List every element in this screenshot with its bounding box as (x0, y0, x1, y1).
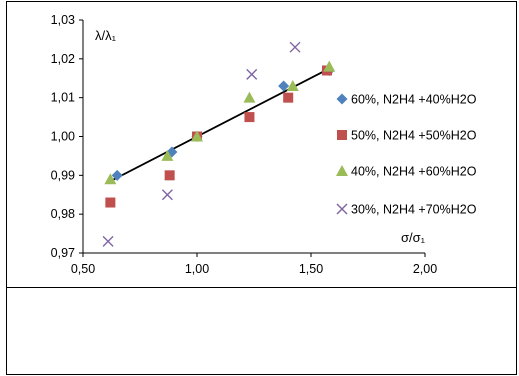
y-tick-label: 0,97 (51, 246, 75, 260)
y-tick-label: 1,00 (51, 130, 75, 144)
data-point-s1 (278, 80, 290, 92)
data-point-s4-stroke (246, 68, 258, 80)
x-tick-label: 1,50 (299, 262, 323, 276)
legend-label: 50%, N2H4 +50%H2O (351, 129, 477, 143)
frame-divider (7, 287, 516, 288)
data-point-s3 (161, 149, 174, 161)
data-point-s2 (105, 197, 116, 208)
y-axis-label: λ/λ₁ (95, 28, 117, 43)
trendline (109, 67, 330, 182)
legend-label: 30%, N2H4 +70%H2O (351, 203, 477, 217)
data-point-s4-stroke (161, 189, 173, 201)
data-point-s3 (286, 80, 299, 92)
legend-label: 60%, N2H4 +40%H2O (351, 93, 477, 107)
y-tick-label: 0,98 (51, 207, 75, 221)
legend: 60%, N2H4 +40%H2O 50%, N2H4 +50%H2O 40%, N… (336, 93, 477, 217)
x-tick-label: 0,50 (71, 262, 95, 276)
legend-marker-s4-stroke (336, 203, 348, 215)
legend-marker-s1 (336, 93, 348, 105)
data-point-s2 (283, 92, 294, 103)
y-tick-label: 0,99 (51, 168, 75, 182)
y-tick-label: 1,02 (51, 52, 75, 66)
x-tick-label: 1,00 (185, 262, 209, 276)
data-points (102, 41, 336, 247)
data-point-s1 (111, 169, 123, 181)
y-tick-label: 1,01 (51, 91, 75, 105)
data-point-s3 (104, 173, 117, 185)
axes (79, 19, 426, 257)
data-point-s4 (102, 235, 114, 247)
data-point-s4-stroke (289, 41, 301, 53)
data-point-s2 (244, 112, 255, 123)
data-point-s4-stroke (102, 235, 114, 247)
data-point-s4 (161, 189, 173, 201)
tick-labels: 0,97 0,98 0,99 1,00 1,01 1,02 1,03 0,50 1,00 1,50… (51, 13, 438, 276)
x-tick-label: 2,00 (413, 262, 437, 276)
trendline-group (109, 67, 330, 182)
legend-marker-s3 (336, 165, 348, 176)
data-point-s4 (289, 41, 301, 53)
x-axis-label: σ/σ₁ (401, 230, 426, 245)
data-point-s2 (164, 170, 175, 181)
legend-label: 40%, N2H4 +60%H2O (351, 165, 477, 179)
legend-marker-s2 (337, 130, 347, 140)
data-point-s3 (243, 91, 256, 103)
y-tick-label: 1,03 (51, 13, 75, 27)
data-point-s3 (191, 130, 203, 142)
chart-frame (6, 1, 517, 375)
legend-marker-s4 (336, 203, 348, 215)
data-point-s3 (323, 60, 336, 72)
data-point-s4 (246, 68, 258, 80)
